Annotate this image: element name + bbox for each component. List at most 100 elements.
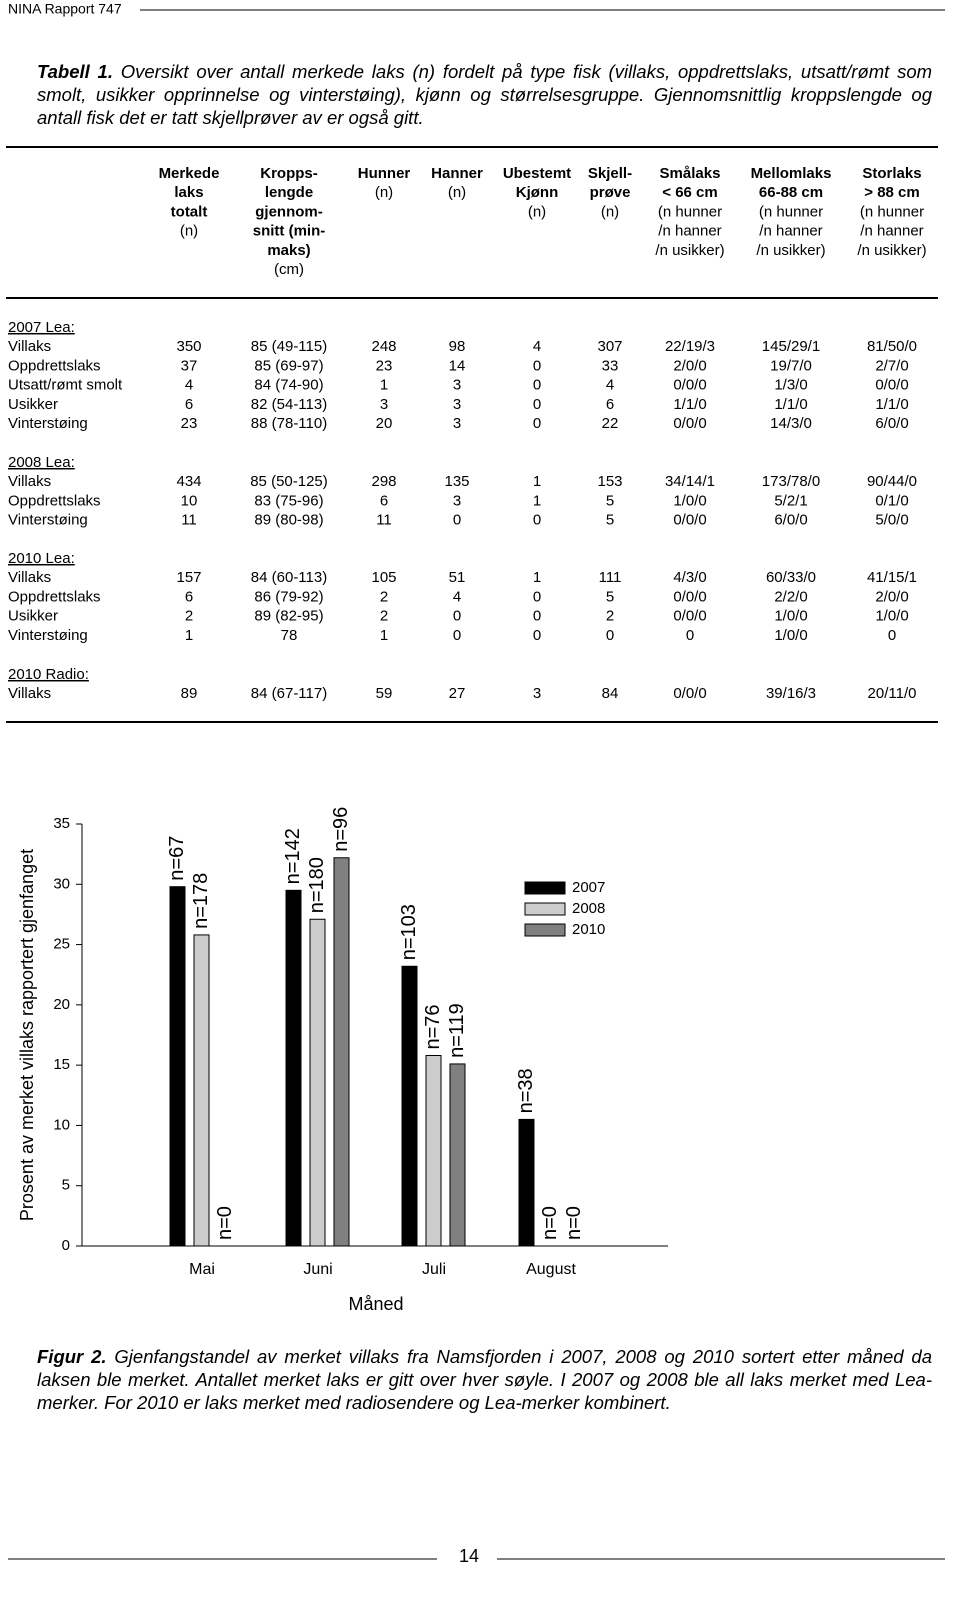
caption-label: Tabell 1. [37,61,113,82]
row-label: Vinterstøing [8,415,88,432]
table-cell: 83 (75-96) [254,492,323,509]
column-header: Storlaks [862,165,921,182]
table-cell: 4/3/0 [673,569,706,586]
table-cell: 11 [376,512,392,529]
table-cell: 1/0/0 [774,608,807,625]
y-axis-label: Prosent av merket villaks rapportert gje… [17,849,37,1221]
y-tick-label: 25 [53,936,70,953]
table-cell: 20/11/0 [868,685,917,702]
table-cell: 89 (82-95) [254,608,323,625]
table-cell: 0/0/0 [673,415,706,432]
legend-swatch [524,881,566,895]
row-label: Villaks [8,473,51,490]
group-title: 2010 Radio: [8,666,89,683]
table-cell: 11 [181,512,197,529]
table-cell: 0/0/0 [673,685,706,702]
x-tick-label: August [526,1261,576,1278]
y-tick-label: 5 [62,1177,70,1194]
table-cell: 78 [281,627,298,644]
caption-text: Gjenfangstandel av merket villaks fra Na… [37,1346,933,1413]
column-header: Hunner [358,165,411,182]
bar [285,889,302,1247]
row-label: Vinterstøing [8,627,88,644]
table-cell: 4 [533,338,541,355]
table-cell: 1/1/0 [774,396,807,413]
table-cell: 0/0/0 [673,512,706,529]
table-cell: 0/0/0 [673,588,706,605]
table-cell: 98 [449,338,466,355]
table-cell: 3 [533,685,541,702]
column-header: laks [174,184,203,201]
table-cell: 0/0/0 [673,377,706,394]
table-cell: 350 [176,338,201,355]
table-cell: 0 [533,396,541,413]
column-header: /n usikker) [756,242,825,259]
column-header: /n usikker) [857,242,926,259]
group-title: 2007 Lea: [8,319,75,336]
x-tick-label: Juli [422,1261,446,1278]
y-tick-label: 10 [53,1116,70,1133]
table-cell: 6 [185,588,193,605]
table-cell: 0 [533,512,541,529]
table-cell: 5/0/0 [875,512,908,529]
table-cell: 1/0/0 [875,608,908,625]
table-cell: 298 [371,473,396,490]
column-header: (n) [448,184,466,201]
row-label: Usikker [8,608,58,625]
legend-label: 2008 [572,900,605,917]
table-cell: 5 [606,588,614,605]
column-header: Ubestemt [503,165,571,182]
table-cell: 1 [533,473,541,490]
table-cell: 1 [185,627,193,644]
column-header: (n) [601,203,619,220]
bar [518,1118,535,1247]
figure-caption: Figur 2. Gjenfangstandel av merket villa… [37,1345,932,1414]
table-cell: 1 [380,377,388,394]
table-cell: 84 (74-90) [254,377,323,394]
y-tick-label: 0 [62,1237,70,1254]
table-cell: 19/7/0 [770,357,812,374]
column-header: < 66 cm [662,184,717,201]
table-cell: 2/0/0 [875,588,908,605]
row-label: Villaks [8,685,51,702]
table-cell: 248 [371,338,396,355]
column-header: Smålaks [660,165,721,182]
legend-swatch [524,923,566,937]
table-cell: 6/0/0 [774,512,807,529]
bar [425,1054,442,1247]
row-label: Vinterstøing [8,512,88,529]
group-title: 2010 Lea: [8,550,75,567]
table-cell: 0 [453,608,461,625]
caption-label: Figur 2. [37,1346,107,1367]
column-header: (n hunner [658,203,722,220]
bar [309,918,326,1247]
table-cell: 434 [176,473,201,490]
table-cell: 0/1/0 [875,492,908,509]
column-header: Kropps- [260,165,318,182]
table-cell: 3 [453,396,461,413]
column-header: > 88 cm [864,184,919,201]
table-cell: 1/3/0 [774,377,807,394]
table-cell: 5 [606,512,614,529]
table-cell: 86 (79-92) [254,588,323,605]
table-cell: 173/78/0 [762,473,820,490]
row-label: Villaks [8,338,51,355]
n-label: n=67 [166,836,188,881]
table-cell: 0 [453,512,461,529]
table-cell: 88 (78-110) [251,415,327,432]
table-cell: 3 [453,415,461,432]
n-label: n=0 [563,1206,585,1240]
table-cell: 34/14/1 [665,473,715,490]
table-cell: 6 [606,396,614,413]
n-label: n=178 [190,873,212,929]
column-header: maks) [267,242,310,259]
n-label: n=76 [422,1004,444,1049]
bar [333,857,350,1247]
column-header: Skjell- [588,165,632,182]
table-cell: 0/0/0 [875,377,908,394]
caption-text: Oversikt over antall merkede laks (n) fo… [37,61,933,128]
n-label: n=0 [539,1206,561,1240]
n-label: n=142 [282,828,304,884]
column-header: gjennom- [255,203,323,220]
legend-label: 2010 [572,921,605,938]
